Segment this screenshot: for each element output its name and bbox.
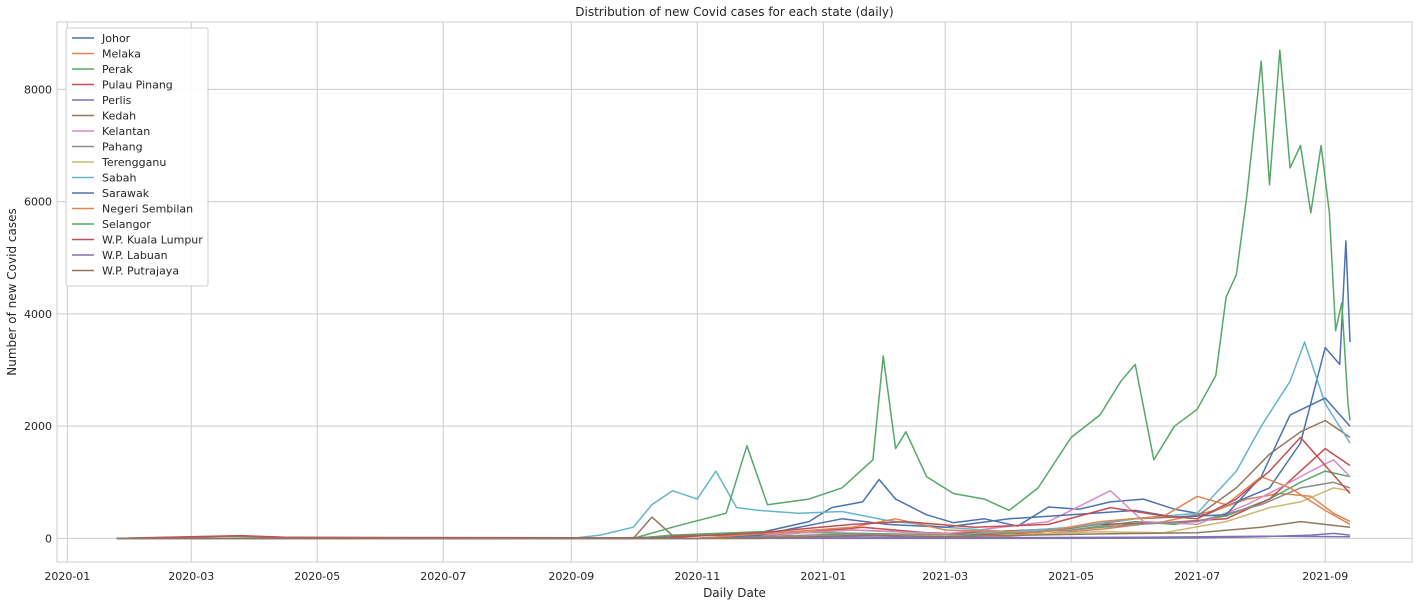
x-tick-label: 2021-07	[1174, 570, 1220, 583]
legend-entry: Melaka	[102, 48, 141, 61]
legend-entry: W.P. Putrajaya	[102, 265, 179, 278]
x-tick-label: 2021-05	[1048, 570, 1094, 583]
legend-entry: Selangor	[102, 218, 151, 231]
y-tick-label: 6000	[24, 196, 52, 209]
legend-entry: Kedah	[102, 110, 136, 123]
series-line-johor	[116, 240, 1351, 540]
y-tick-label: 2000	[24, 420, 52, 433]
x-tick-label: 2020-11	[674, 570, 720, 583]
series-line-kelantan	[116, 459, 1351, 540]
legend-entry: Perlis	[102, 94, 132, 107]
legend: Johor Melaka Perak Pulau Pinang Perlis Kedah K…	[65, 27, 209, 287]
x-tick-label: 2020-01	[44, 570, 90, 583]
legend-entry: Pahang	[102, 141, 143, 154]
series-line-negeri-sembilan	[116, 475, 1351, 540]
x-tick-label: 2020-07	[420, 570, 466, 583]
series-lines	[116, 49, 1351, 540]
legend-entry: W.P. Kuala Lumpur	[102, 234, 203, 247]
series-line-kedah	[116, 419, 1351, 540]
series-line-w-p-putrajaya	[116, 520, 1351, 540]
legend-entry: Pulau Pinang	[102, 79, 173, 92]
x-axis-label: Daily Date	[703, 586, 766, 600]
plot-frame	[56, 21, 1413, 563]
legend-entry: Kelantan	[102, 125, 150, 138]
legend-entry: Perak	[102, 63, 133, 76]
x-tick-label: 2020-03	[168, 570, 214, 583]
x-axis-ticks: 2020-01 2020-03 2020-05 2020-07 2020-09 2020-…	[44, 570, 1348, 583]
x-tick-label: 2020-05	[294, 570, 340, 583]
series-line-pahang	[116, 481, 1351, 540]
series-line-sabah	[116, 341, 1351, 540]
legend-entry: Sarawak	[102, 187, 150, 200]
legend-box	[65, 27, 209, 287]
x-tick-label: 2021-03	[922, 570, 968, 583]
y-tick-label: 0	[45, 532, 52, 545]
y-axis-label: Number of new Covid cases	[5, 208, 19, 375]
series-line-terengganu	[116, 487, 1351, 540]
y-tick-label: 4000	[24, 308, 52, 321]
x-tick-label: 2021-09	[1302, 570, 1348, 583]
x-tick-label: 2020-09	[548, 570, 594, 583]
series-line-pulau-pinang	[116, 447, 1351, 540]
chart-title: Distribution of new Covid cases for each…	[575, 5, 893, 19]
y-tick-label: 8000	[24, 83, 52, 96]
legend-entry: Sabah	[102, 172, 136, 185]
legend-entry: W.P. Labuan	[102, 249, 168, 262]
y-axis-ticks: 0 2000 4000 6000 8000	[24, 83, 52, 545]
series-line-selangor	[116, 49, 1351, 540]
legend-entry: Terengganu	[101, 156, 166, 169]
legend-entry: Negeri Sembilan	[102, 203, 193, 216]
series-line-perak	[116, 470, 1351, 540]
legend-entry: Johor	[101, 32, 131, 45]
x-tick-label: 2021-01	[800, 570, 846, 583]
grid	[57, 22, 1412, 562]
